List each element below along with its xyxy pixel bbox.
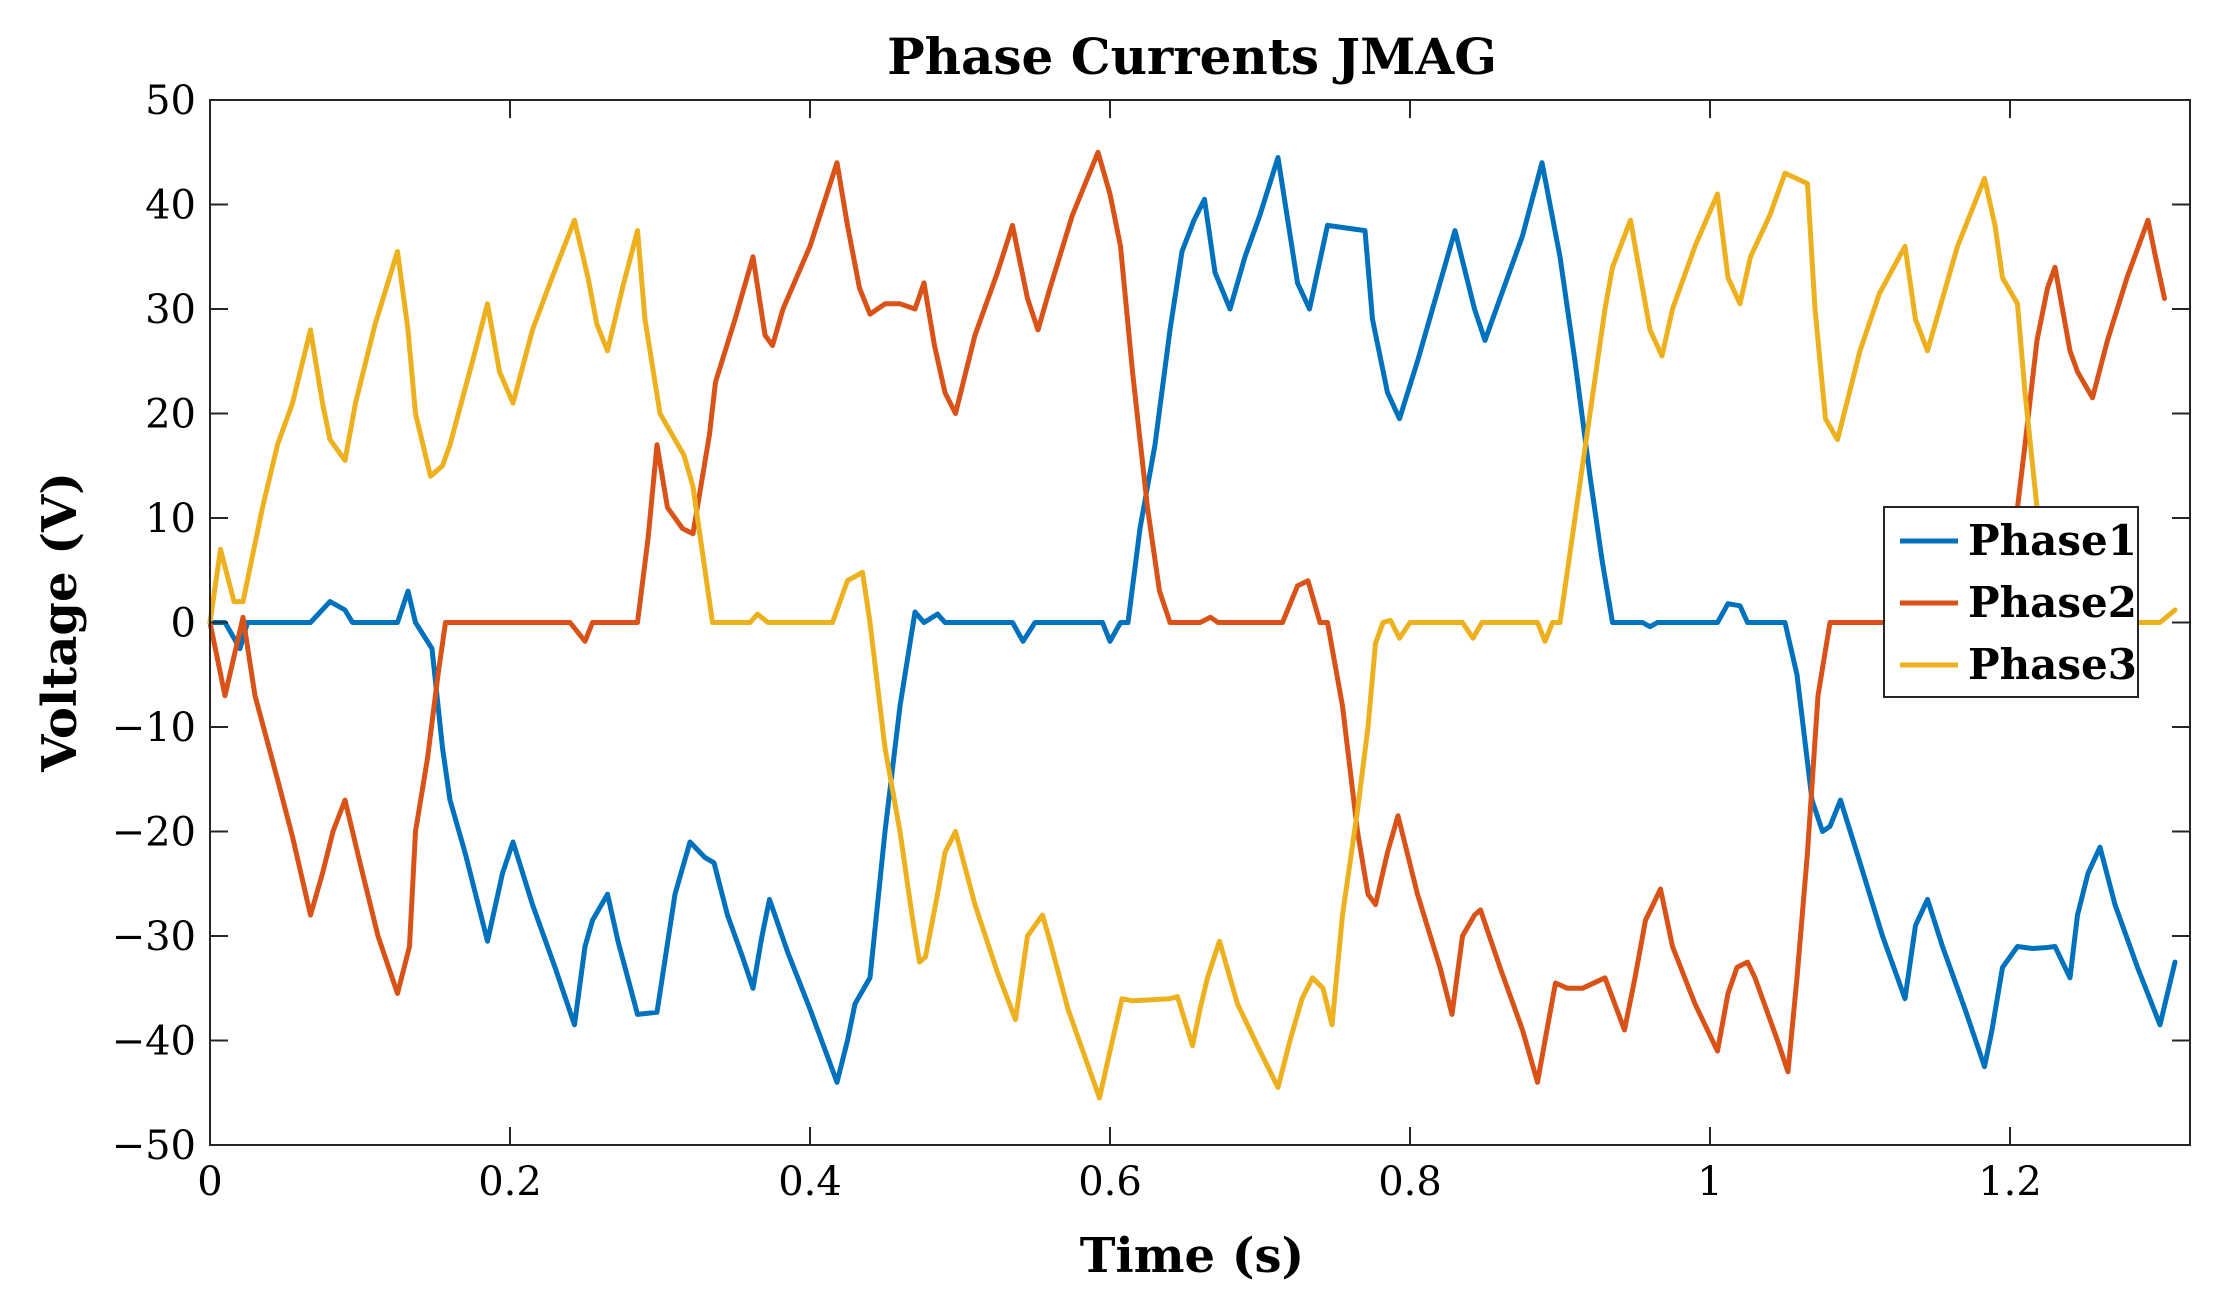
x-axis-label: Time (s)	[1080, 1228, 1304, 1284]
legend-label-phase3: Phase3	[1968, 640, 2137, 689]
y-axis-ticks: −50 −40 −30 −20 −10 0 10 20 30 40 50	[112, 78, 2190, 1169]
series-line-phase2	[207, 149, 2167, 1085]
chart-title: Phase Currents JMAG	[887, 27, 1497, 86]
y-tick-label: −40	[112, 1019, 196, 1065]
y-tick-label: 40	[145, 183, 196, 229]
y-tick-label: −50	[112, 1123, 196, 1169]
y-tick-label: 0	[171, 601, 196, 647]
y-tick-label: 50	[145, 78, 196, 124]
y-axis-label: Voltage (V)	[32, 472, 88, 773]
y-tick-label: 30	[145, 287, 196, 333]
x-tick-label: 0.2	[478, 1159, 542, 1205]
legend-label-phase1: Phase1	[1968, 516, 2137, 565]
y-tick-label: −30	[112, 914, 196, 960]
x-axis-ticks: 0 0.2 0.4 0.6 0.8 1 1.2	[197, 100, 2042, 1205]
legend: Phase1 Phase2 Phase3	[1883, 506, 2139, 698]
x-tick-label: 1	[1697, 1159, 1722, 1205]
x-tick-label: 0	[197, 1159, 222, 1205]
y-tick-label: 10	[145, 496, 196, 542]
x-tick-label: 1.2	[1978, 1159, 2042, 1205]
x-tick-label: 0.4	[778, 1159, 842, 1205]
series-line-phase1	[207, 155, 2178, 1085]
x-tick-label: 0.8	[1378, 1159, 1442, 1205]
y-tick-label: 20	[145, 392, 196, 438]
x-tick-label: 0.6	[1078, 1159, 1142, 1205]
legend-label-phase2: Phase2	[1968, 578, 2137, 627]
series-layer	[207, 149, 2178, 1101]
y-tick-label: −20	[112, 810, 196, 856]
series-line-phase3	[207, 170, 2178, 1101]
y-tick-label: −10	[112, 705, 196, 751]
